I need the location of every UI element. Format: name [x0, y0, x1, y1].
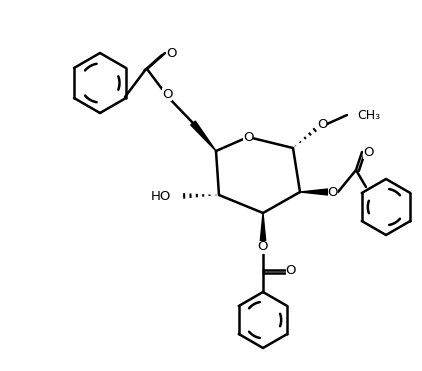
Text: O: O [317, 118, 327, 131]
Text: CH₃: CH₃ [357, 108, 380, 121]
Text: O: O [258, 240, 268, 253]
Text: O: O [286, 263, 296, 276]
Text: HO: HO [151, 190, 171, 203]
Text: O: O [166, 46, 176, 59]
Polygon shape [300, 189, 328, 195]
Polygon shape [191, 121, 216, 151]
Text: O: O [363, 145, 373, 158]
Text: O: O [162, 88, 172, 101]
Text: O: O [328, 186, 338, 198]
Polygon shape [260, 213, 266, 244]
Text: O: O [243, 131, 253, 144]
